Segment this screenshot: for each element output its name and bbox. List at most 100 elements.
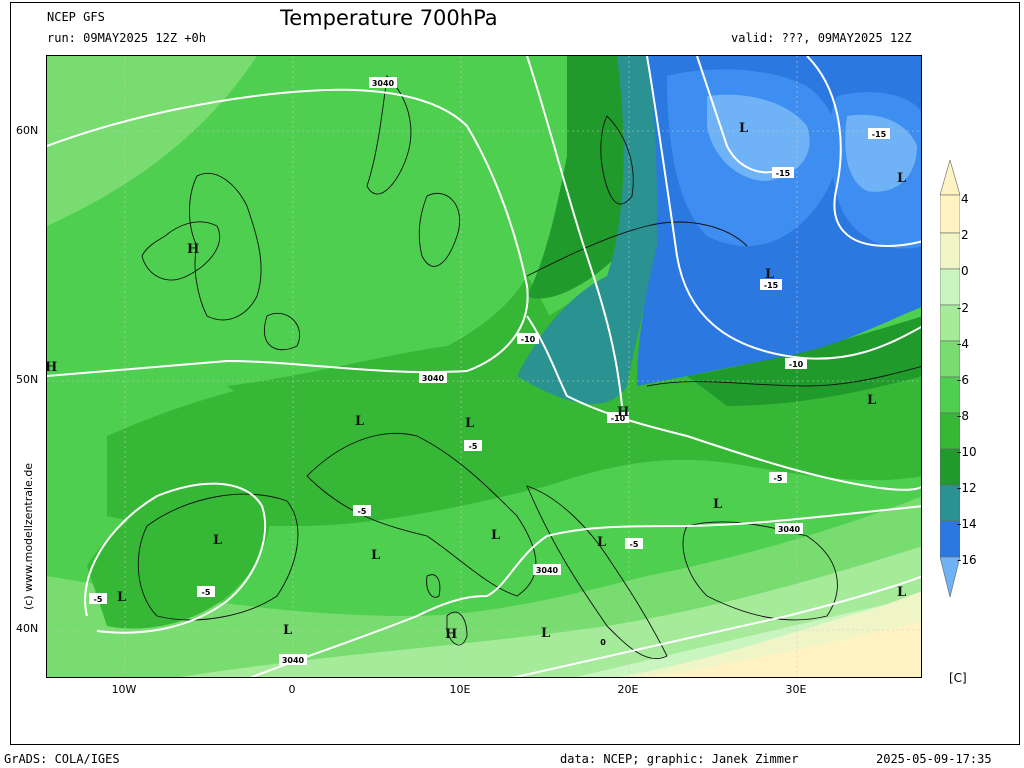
lat-label-60n: 60N (16, 124, 39, 137)
contour-label-minus5-france: -5 (353, 505, 371, 516)
svg-text:0: 0 (600, 638, 606, 647)
lon-label-10w: 10W (111, 683, 137, 696)
svg-text:3040: 3040 (778, 525, 801, 534)
svg-text:-15: -15 (776, 169, 791, 178)
contour-labels: 3040 3040 3040 3040 3040 -10 (89, 77, 890, 665)
valid-time: valid: ???, 09MAY2025 12Z (731, 31, 912, 45)
low-center: L (867, 393, 876, 408)
contour-label-minus5-spain: -5 (197, 586, 215, 597)
svg-text:3040: 3040 (536, 566, 559, 575)
low-center: L (765, 267, 774, 282)
svg-text:3040: 3040 (282, 656, 305, 665)
zone-far-northwest (47, 56, 257, 226)
colorbar-tick-minus14: -14 (957, 517, 977, 531)
high-center: H (47, 360, 57, 375)
svg-text:-10: -10 (789, 360, 804, 369)
high-center: H (445, 627, 457, 642)
low-center: L (541, 626, 550, 641)
contour-label-3040-center: 3040 (419, 372, 447, 383)
zone-blue-coldest (707, 94, 810, 181)
zone-teal-poland (517, 56, 697, 405)
contour-3040-south (249, 505, 921, 677)
figure-frame (10, 2, 1020, 745)
svg-text:-10: -10 (611, 414, 626, 423)
lon-label-30e: 30E (785, 683, 807, 696)
colorbar-tick-minus10: -10 (957, 445, 977, 459)
lat-label-40n: 40N (16, 622, 39, 635)
lon-label-0: 0 (288, 683, 296, 696)
svg-text:-15: -15 (764, 281, 779, 290)
svg-text:-5: -5 (469, 442, 478, 451)
low-center: L (117, 590, 126, 605)
low-center: L (897, 171, 906, 186)
colorbar-bottom-cap (940, 556, 960, 598)
low-center: L (491, 528, 500, 543)
contour-label-minus5-portugal: -5 (89, 593, 107, 604)
lon-label-20e: 20E (617, 683, 639, 696)
svg-text:3040: 3040 (422, 374, 445, 383)
temperature-map: 3040 3040 3040 3040 3040 -10 (46, 55, 922, 678)
contour-label-minus5-balkans: -5 (625, 538, 643, 549)
lon-label-10e: 10E (449, 683, 471, 696)
high-center: H (187, 242, 199, 257)
svg-text:-5: -5 (94, 595, 103, 604)
zone-turkey-warm (643, 621, 921, 677)
footer-credits: data: NCEP; graphic: Janek Zimmer (560, 752, 799, 766)
contour-iberia (84, 482, 267, 634)
colorbar-unit: [C] (949, 671, 967, 685)
contour-label-minus15-c: -15 (760, 279, 782, 290)
contour-label-3040-south: 3040 (279, 654, 307, 665)
svg-text:-5: -5 (202, 588, 211, 597)
contour-0 (511, 575, 921, 677)
colorbar-tick-0: 0 (961, 264, 969, 278)
contour-minus10-east (646, 56, 921, 360)
contour-label-minus5-germany: -5 (464, 440, 482, 451)
svg-text:-15: -15 (872, 130, 887, 139)
low-center: L (739, 121, 748, 136)
low-center: L (213, 533, 222, 548)
colorbar-tick-minus4: -4 (957, 337, 969, 351)
colorbar-tick-2: 2 (961, 228, 969, 242)
colorbar-tick-minus6: -6 (957, 373, 969, 387)
contour-label-minus15-b: -15 (868, 128, 890, 139)
colorbar-tick-4: 4 (961, 192, 969, 206)
colorbar: 4 2 0 -2 -4 -6 -8 -10 -12 -14 -16 (940, 160, 1020, 610)
high-center: H (617, 405, 629, 420)
zone-iberia-cool (87, 484, 270, 629)
svg-text:-5: -5 (774, 474, 783, 483)
colorbar-tick-minus12: -12 (957, 481, 977, 495)
contour-label-minus15-a: -15 (772, 167, 794, 178)
footer-software: GrADS: COLA/IGES (4, 752, 120, 766)
contour-3040-north (47, 88, 529, 377)
contour-label-3040-adriatic: 3040 (533, 564, 561, 575)
contour-label-3040-balkans: 3040 (775, 523, 803, 534)
model-name: NCEP GFS (47, 10, 105, 24)
run-info: run: 09MAY2025 12Z +0h (47, 31, 206, 45)
contour-minus10-west (526, 56, 623, 407)
copyright-credit: (c) www.modellzentrale.de (22, 462, 35, 610)
contour-minus15-east (806, 56, 921, 248)
map-title: Temperature 700hPa (280, 6, 498, 30)
zone-germany-dark (227, 276, 587, 423)
svg-text:3040: 3040 (372, 79, 395, 88)
svg-text:-5: -5 (630, 540, 639, 549)
contour-label-zero: 0 (600, 638, 606, 647)
low-center: L (371, 548, 380, 563)
colorbar-tick-minus2: -2 (957, 301, 969, 315)
pressure-centers: H H H H L L L L L L L L L L L L L L L (47, 121, 906, 642)
contour-minus15-west (696, 56, 778, 174)
contour-label-3040-north: 3040 (369, 77, 397, 88)
colorbar-tick-minus8: -8 (957, 409, 969, 423)
lat-label-50n: 50N (16, 373, 39, 386)
contour-label-minus10-poland: -10 (607, 412, 629, 423)
low-center: L (355, 414, 364, 429)
contour-label-minus10-north-sea: -10 (517, 333, 539, 344)
colorbar-tick-minus16: -16 (957, 553, 977, 567)
contour-minus5 (526, 315, 921, 491)
low-center: L (897, 585, 906, 600)
contours (47, 56, 921, 677)
colorbar-scale (940, 160, 960, 598)
contour-label-minus5-blacksea: -5 (769, 472, 787, 483)
low-center: L (283, 623, 292, 638)
svg-text:-10: -10 (521, 335, 536, 344)
